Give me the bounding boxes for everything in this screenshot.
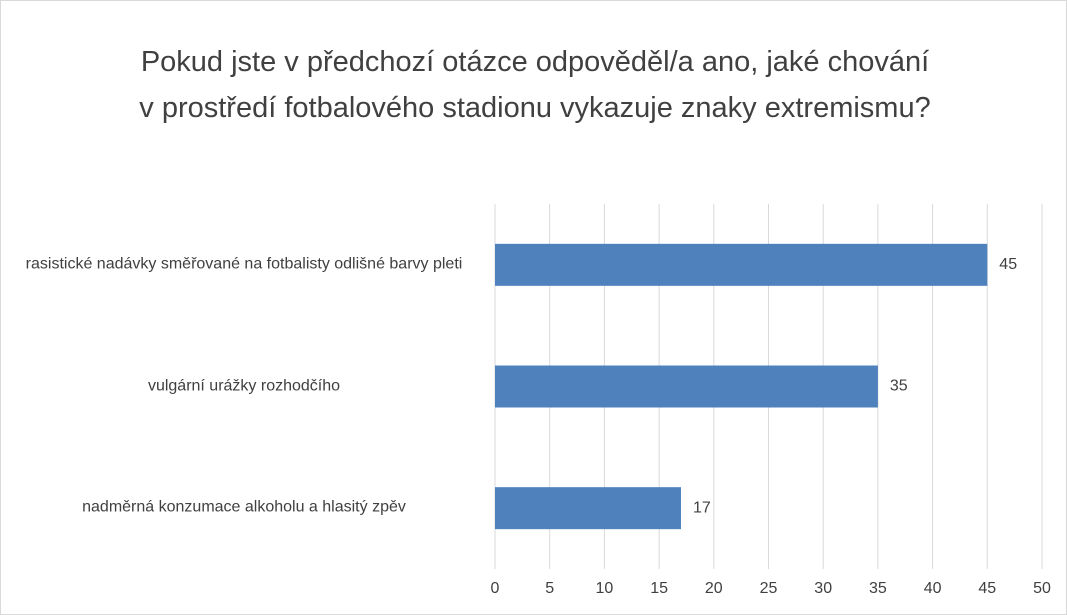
x-tick-label: 15	[650, 580, 668, 597]
data-label: 35	[890, 378, 908, 395]
x-tick-label: 5	[545, 580, 554, 597]
bar	[495, 487, 681, 530]
chart-title: Pokud jste v předchozí otázce odpověděl/…	[139, 46, 931, 124]
x-tick-label: 35	[869, 580, 887, 597]
y-tick-label: nadměrná konzumace alkoholu a hlasitý zp…	[82, 498, 406, 516]
bar	[495, 365, 878, 408]
y-tick-label: rasistické nadávky směřované na fotbalis…	[25, 255, 463, 273]
data-label: 17	[693, 499, 711, 516]
x-tick-label: 10	[596, 580, 614, 597]
x-tick-label: 0	[491, 580, 500, 597]
data-label: 45	[999, 256, 1017, 273]
x-tick-label: 40	[924, 580, 942, 597]
x-tick-label: 30	[814, 580, 832, 597]
x-tick-label: 25	[760, 580, 778, 597]
bar	[495, 243, 988, 286]
y-tick-label: vulgární urážky rozhodčího	[147, 377, 341, 394]
x-tick-label: 20	[705, 580, 723, 597]
x-tick-label: 50	[1033, 580, 1051, 597]
x-tick-label: 45	[978, 580, 996, 597]
